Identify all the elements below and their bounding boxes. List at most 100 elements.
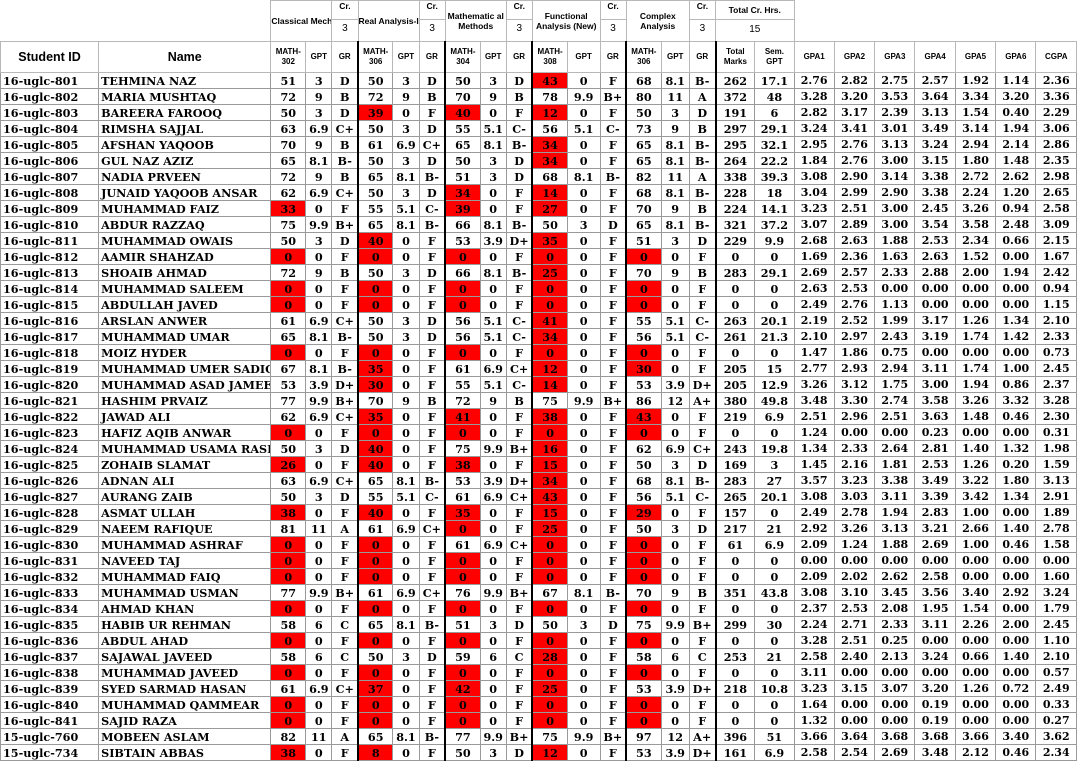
- cgpa-cell: 3.24: [1035, 584, 1077, 601]
- gpa6-cell: 0.00: [995, 280, 1037, 297]
- marks-cell: 61: [444, 360, 481, 377]
- grade-cell: F: [418, 440, 447, 457]
- gpa4-cell: 3.58: [914, 392, 956, 409]
- gpa2-cell: 3.23: [833, 472, 876, 489]
- cr-label-4: Cr.: [607, 1, 619, 12]
- gpt-cell: 0: [479, 696, 507, 713]
- gpt-cell: 8.1: [660, 152, 690, 169]
- grade-cell: D: [418, 648, 447, 665]
- gpt-cell: 3.9: [305, 376, 333, 393]
- grade-cell: B-: [688, 184, 717, 201]
- total-marks-cell: 161: [715, 744, 756, 761]
- grade-cell: D: [331, 104, 360, 121]
- marks-cell: 56: [531, 120, 568, 137]
- grade-cell: F: [418, 568, 447, 585]
- marks-cell: 0: [357, 552, 394, 569]
- grade-cell: C-: [418, 488, 447, 505]
- gpt-cell: 0: [566, 312, 601, 329]
- cr-value-2: 3: [420, 19, 445, 38]
- grade-cell: F: [418, 712, 447, 729]
- marks-cell: 0: [444, 280, 481, 297]
- sem-gpt-cell: 6.9: [754, 744, 795, 761]
- gpa6-cell: 3.20: [995, 88, 1037, 105]
- student-id-cell: 16-uglc-816: [0, 312, 100, 329]
- student-name-cell: GUL NAZ AZIZ: [98, 152, 272, 169]
- sem-gpt-cell: 49.8: [754, 392, 795, 409]
- grade-cell: B+: [505, 584, 534, 601]
- gpt-cell: 9.9: [566, 392, 601, 409]
- marks-cell: 40: [444, 104, 481, 121]
- gpa3-cell: 2.94: [874, 360, 916, 377]
- gpa6-cell: 1.48: [995, 152, 1037, 169]
- gpt-cell: 9: [479, 392, 507, 409]
- total-marks-cell: 0: [715, 568, 756, 585]
- gpa5-cell: 1.26: [954, 680, 997, 697]
- gpa1-cell: 3.23: [793, 200, 835, 217]
- cr-value-3: 3: [507, 19, 532, 38]
- grade-cell: A+: [688, 392, 717, 409]
- cgpa-cell: 2.10: [1035, 312, 1077, 329]
- table-row: 16-uglc-815 ABDULLAH JAVED 0 0 F 0 0 F 0 0 F 0 0 F 0 0 F…: [0, 296, 1077, 313]
- student-name-cell: MARIA MUSHTAQ: [98, 88, 272, 105]
- grade-cell: B+: [505, 440, 534, 457]
- gpa1-cell: 2.76: [793, 72, 835, 89]
- gpa1-cell: 2.51: [793, 408, 835, 425]
- gpa1-cell: 1.84: [793, 152, 835, 169]
- total-marks-cell: 61: [715, 536, 756, 553]
- marks-cell: 0: [625, 568, 662, 585]
- gpt-cell: 3: [566, 616, 601, 633]
- gpt-cell: 11: [660, 168, 690, 185]
- gpa4-cell: 3.17: [914, 312, 956, 329]
- total-marks-cell: 283: [715, 264, 756, 281]
- gpt-cell: 0: [566, 280, 601, 297]
- marks-cell: 0: [270, 248, 307, 265]
- marks-cell: 14: [531, 376, 568, 393]
- gpa4-cell: 0.00: [914, 280, 956, 297]
- grade-cell: F: [331, 696, 360, 713]
- grade-cell: F: [505, 408, 534, 425]
- gpa1-cell: 2.92: [793, 520, 835, 537]
- gpa3-cell: 0.00: [874, 424, 916, 441]
- marks-cell: 30: [357, 376, 394, 393]
- gpt-cell: 0: [392, 680, 420, 697]
- sem-gpt-header-top: Sem.: [764, 47, 784, 56]
- total-marks-cell: 0: [715, 344, 756, 361]
- cgpa-cell: 2.42: [1035, 264, 1077, 281]
- gpt-cell: 8.1: [479, 136, 507, 153]
- marks-cell: 0: [270, 536, 307, 553]
- gpa1-cell: 2.95: [793, 136, 835, 153]
- gpa5-cell: 3.14: [954, 120, 997, 137]
- grade-cell: D: [599, 616, 628, 633]
- course-code-2: MATH-: [363, 47, 389, 56]
- grade-cell: F: [418, 456, 447, 473]
- gpt-cell: 0: [660, 408, 690, 425]
- marks-cell: 0: [357, 632, 394, 649]
- marks-cell: 56: [444, 328, 481, 345]
- marks-cell: 66: [444, 264, 481, 281]
- gpt-cell: 0: [305, 568, 333, 585]
- gpa2-cell: 2.93: [833, 360, 876, 377]
- gpt-cell: 0: [305, 456, 333, 473]
- table-row: 16-uglc-819 MUHAMMAD UMER SADIQ 67 8.1 B- 35 0…: [0, 360, 1077, 377]
- gpa4-cell: 2.45: [914, 200, 956, 217]
- marks-cell: 80: [625, 88, 662, 105]
- gpt-cell: 3: [566, 216, 601, 233]
- gpt-cell: 0: [479, 280, 507, 297]
- gpa1-cell: 2.49: [793, 296, 835, 313]
- marks-cell: 50: [625, 456, 662, 473]
- total-marks-cell: 253: [715, 648, 756, 665]
- student-name-cell: MUHAMMAD FAIZ: [98, 200, 272, 217]
- gpt-cell: 5.1: [566, 120, 601, 137]
- gpa2-cell: 2.51: [833, 200, 876, 217]
- total-marks-cell: 283: [715, 472, 756, 489]
- student-id-cell: 16-uglc-828: [0, 504, 100, 521]
- marks-cell: 65: [444, 136, 481, 153]
- marks-cell: 0: [531, 248, 568, 265]
- grade-cell: C+: [331, 312, 360, 329]
- sem-gpt-cell: 32.1: [754, 136, 795, 153]
- gpt-cell: 0: [392, 568, 420, 585]
- cgpa-cell: 2.49: [1035, 680, 1077, 697]
- grade-cell: F: [599, 312, 628, 329]
- marks-cell: 65: [357, 216, 394, 233]
- gpa4-cell: 3.11: [914, 360, 956, 377]
